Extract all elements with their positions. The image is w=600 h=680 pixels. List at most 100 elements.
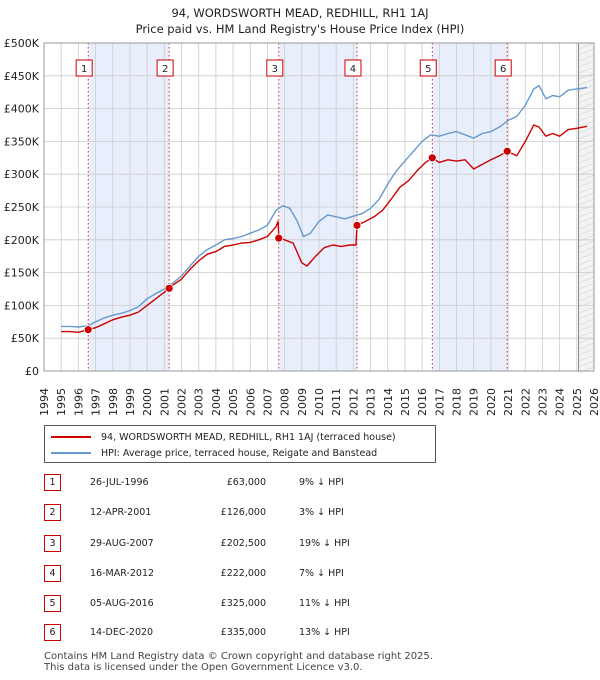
forecast-hatch: [578, 270, 595, 278]
transaction-price: £335,000: [220, 627, 266, 638]
x-tick-label: 2013: [365, 388, 378, 416]
forecast-hatch: [578, 300, 595, 308]
y-tick-label: £250K: [4, 201, 40, 214]
forecast-hatch: [578, 138, 595, 146]
hpi-series-line: [61, 84, 588, 328]
forecast-hatch: [578, 156, 595, 164]
x-tick-label: 2022: [519, 388, 532, 416]
transaction-row: 4 16-MAR-2012 £222,000 7% ↓ HPI: [44, 564, 404, 584]
forecast-hatch: [578, 210, 595, 218]
transaction-number: 5: [44, 595, 61, 612]
forecast-hatch: [578, 60, 595, 68]
forecast-hatch: [578, 120, 595, 128]
sale-label-box: [75, 59, 93, 77]
x-tick-label: 1998: [107, 388, 120, 416]
y-tick-label: £50K: [11, 332, 40, 345]
transaction-number: 2: [44, 504, 61, 521]
forecast-hatch: [578, 96, 595, 104]
x-tick-label: 2015: [399, 388, 412, 416]
forecast-hatch: [578, 258, 595, 266]
transaction-row: 3 29-AUG-2007 £202,500 19% ↓ HPI: [44, 534, 404, 554]
x-tick-label: 2019: [468, 388, 481, 416]
forecast-hatch: [578, 324, 595, 332]
transaction-hpi: 19% ↓ HPI: [299, 538, 350, 549]
forecast-hatch: [578, 102, 595, 110]
forecast-hatch: [578, 78, 595, 86]
transaction-hpi: 9% ↓ HPI: [299, 477, 344, 488]
y-tick-label: £100K: [4, 299, 40, 312]
transaction-row: 1 26-JUL-1996 £63,000 9% ↓ HPI: [44, 473, 404, 493]
x-tick-label: 2016: [416, 388, 429, 416]
forecast-hatch: [578, 288, 595, 296]
x-tick-label: 2006: [244, 388, 257, 416]
transaction-price: £202,500: [220, 538, 266, 549]
sale-point: [352, 220, 362, 230]
y-tick-label: £300K: [4, 168, 40, 181]
x-tick-label: 1996: [72, 388, 85, 416]
forecast-hatch: [578, 348, 595, 356]
y-tick-label: £500K: [4, 37, 40, 50]
sale-point: [164, 283, 174, 293]
x-tick-label: 2025: [571, 388, 584, 416]
transaction-number: 1: [44, 474, 61, 491]
transaction-date: 26-JUL-1996: [90, 477, 149, 488]
legend-label-property: 94, WORDSWORTH MEAD, REDHILL, RH1 1AJ (t…: [101, 431, 396, 443]
forecast-hatch: [578, 150, 595, 158]
x-tick-label: 2010: [313, 388, 326, 416]
forecast-hatch: [578, 108, 595, 116]
x-tick-label: 2020: [485, 388, 498, 416]
sale-label-box: [266, 59, 284, 77]
x-tick-label: 2001: [158, 388, 171, 416]
legend-item-property: 94, WORDSWORTH MEAD, REDHILL, RH1 1AJ (t…: [51, 429, 396, 445]
property-series-line: [61, 124, 588, 333]
legend-line-red: [51, 436, 91, 438]
sale-label-number: 1: [81, 64, 87, 75]
sale-point: [502, 146, 512, 156]
sale-point: [274, 233, 284, 243]
x-tick-label: 2000: [141, 388, 154, 416]
transaction-price: £126,000: [220, 507, 266, 518]
sale-point: [83, 325, 93, 335]
transaction-price: £63,000: [226, 477, 266, 488]
forecast-hatch: [578, 198, 595, 206]
forecast-hatch: [578, 144, 595, 152]
sale-label-box: [419, 59, 437, 77]
sale-label-box: [156, 59, 174, 77]
transaction-price: £325,000: [220, 598, 266, 609]
forecast-hatch: [578, 282, 595, 290]
y-tick-label: £0: [25, 365, 39, 378]
forecast-hatch: [578, 132, 595, 140]
forecast-hatch: [578, 162, 595, 170]
transaction-number: 3: [44, 535, 61, 552]
forecast-hatch: [578, 360, 595, 368]
transaction-date: 16-MAR-2012: [90, 568, 155, 579]
forecast-hatch: [578, 114, 595, 122]
forecast-hatch: [578, 342, 595, 350]
transaction-hpi: 11% ↓ HPI: [299, 598, 350, 609]
x-tick-label: 2021: [502, 388, 515, 416]
x-tick-label: 1995: [55, 388, 68, 416]
forecast-hatch: [578, 204, 595, 212]
forecast-hatch: [578, 216, 595, 224]
x-tick-label: 2023: [536, 388, 549, 416]
legend-line-blue: [51, 452, 91, 454]
forecast-hatch: [578, 240, 595, 248]
sale-label-number: 3: [272, 64, 278, 75]
sale-label-number: 4: [350, 64, 356, 75]
y-tick-label: £450K: [4, 70, 40, 83]
transaction-row: 2 12-APR-2001 £126,000 3% ↓ HPI: [44, 503, 404, 523]
footer-licence: This data is licensed under the Open Gov…: [44, 662, 363, 673]
forecast-hatch: [578, 42, 595, 50]
forecast-hatch: [578, 222, 595, 230]
forecast-hatch: [578, 354, 595, 362]
forecast-hatch: [578, 186, 595, 194]
forecast-hatch: [578, 174, 595, 182]
x-tick-label: 2005: [227, 388, 240, 416]
transaction-date: 29-AUG-2007: [90, 538, 154, 549]
legend: 94, WORDSWORTH MEAD, REDHILL, RH1 1AJ (t…: [44, 425, 436, 463]
transaction-date: 05-AUG-2016: [90, 598, 154, 609]
forecast-hatch: [578, 366, 595, 374]
forecast-hatch: [578, 312, 595, 320]
sale-label-number: 2: [162, 64, 168, 75]
forecast-hatch: [578, 330, 595, 338]
